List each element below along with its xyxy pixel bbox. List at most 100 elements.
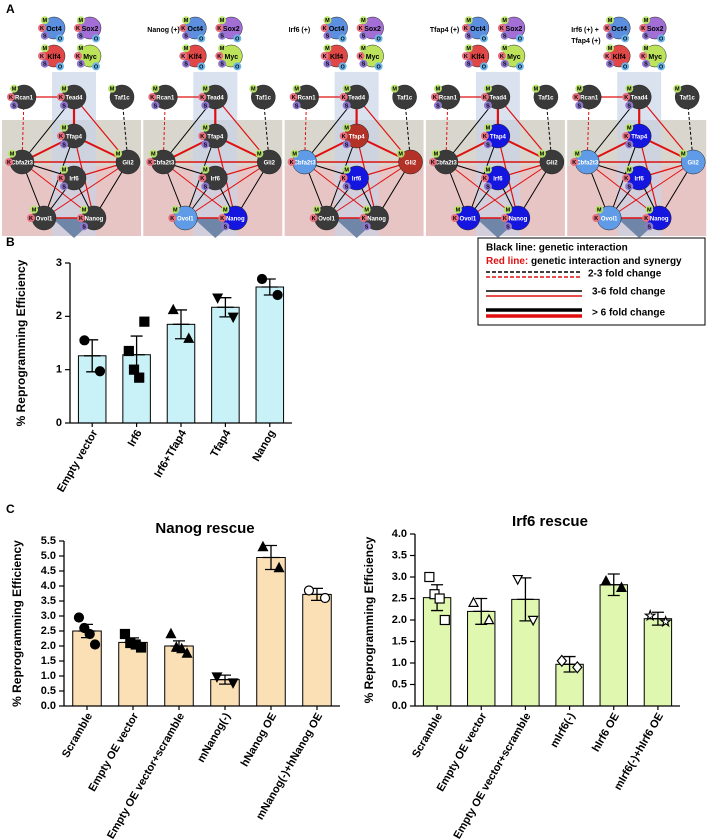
badge (625, 84, 634, 93)
badge-label: O (199, 36, 204, 42)
node-label: Nanog (367, 217, 386, 223)
badge (290, 149, 299, 158)
panel-label: C (6, 502, 15, 516)
badge-label: K (292, 95, 296, 101)
y-tick-label: 5.5 (41, 535, 56, 547)
node-label: Sox2 (647, 26, 664, 33)
x-tick-label: mIrf6(-) (548, 711, 578, 750)
y-tick-label: 4.0 (41, 580, 56, 592)
badge (500, 16, 509, 25)
panel-header: Nanog (+) (147, 27, 179, 34)
badge (461, 24, 470, 32)
badge (622, 93, 631, 101)
data-point (212, 293, 224, 304)
data-point (123, 345, 134, 357)
badge-label: S (503, 34, 507, 40)
y-tick-label: 3.0 (41, 610, 56, 622)
badge (461, 52, 470, 60)
legend-fold: > 6 fold change (592, 308, 666, 319)
badge-label: M (79, 46, 84, 52)
badge (431, 149, 440, 158)
node-label: Tead4 (66, 96, 84, 102)
y-tick-label: 1.0 (392, 657, 407, 669)
node-label: Cbfa2t3 (11, 161, 34, 167)
legend-fold: 3-6 fold change (592, 287, 666, 298)
node (398, 149, 423, 175)
badge-label: S (627, 103, 631, 109)
badge (149, 149, 158, 158)
edge (608, 161, 694, 219)
badge (92, 34, 100, 43)
badge (374, 34, 383, 43)
legend-fold: 2-3 fold change (588, 269, 662, 280)
badge-label: K (359, 26, 363, 32)
badge-label: M (292, 152, 297, 158)
y-tick-label: 1.5 (41, 655, 56, 667)
node-label: Tfap4 (207, 135, 224, 141)
badge-label: O (94, 36, 99, 42)
badge (359, 44, 368, 53)
badge-label: O (235, 64, 240, 70)
badge (215, 24, 224, 32)
node-label: Tfap4 (490, 135, 507, 141)
badge-label: K (200, 95, 204, 101)
badge (515, 62, 524, 71)
badge (342, 123, 351, 132)
badge (5, 158, 13, 166)
badge (56, 34, 64, 43)
edge (185, 161, 270, 219)
badge-label: S (577, 103, 581, 109)
badge (92, 62, 100, 71)
badge-label: O (199, 64, 204, 70)
badge (287, 158, 296, 166)
node-label: Myc (366, 54, 380, 61)
node-label: Taf1c (397, 96, 413, 102)
badge-label: M (223, 208, 228, 214)
badge-label: K (9, 95, 13, 101)
badge-label: O (659, 36, 664, 42)
badge-label: M (294, 87, 299, 93)
badge-label: O (518, 36, 523, 42)
badge (215, 52, 224, 60)
badge (570, 158, 579, 166)
badge (480, 93, 489, 101)
bar (256, 557, 286, 707)
legend-red-text: genetic interaction and synergy (531, 256, 682, 267)
badge-label: M (486, 126, 491, 132)
badge-label: M (153, 87, 158, 93)
badge-label: K (342, 134, 346, 140)
badge (480, 174, 489, 182)
badge (38, 24, 46, 32)
badge (323, 16, 332, 25)
badge-label: K (594, 216, 598, 222)
data-point (128, 364, 140, 375)
badge-label: M (466, 46, 471, 52)
y-tick-label: 2.5 (392, 592, 407, 604)
node (251, 84, 276, 110)
badge-label: K (181, 54, 185, 60)
node-label: Nanog (650, 217, 669, 223)
chart-title: Nanog rescue (155, 520, 254, 537)
badge (606, 16, 615, 25)
badge (390, 84, 399, 93)
error-bar (605, 573, 622, 597)
badge-label: M (203, 126, 208, 132)
badge (60, 182, 69, 191)
badge (342, 101, 351, 110)
badge (639, 52, 648, 60)
badge (151, 101, 160, 110)
node-label: Oct4 (611, 26, 627, 33)
y-tick-label: 3.0 (392, 571, 407, 583)
node-label: Myc (224, 54, 238, 61)
badge-label: M (220, 18, 225, 24)
badge (218, 44, 227, 53)
node-label: Taf1c (680, 96, 696, 102)
data-point (167, 303, 179, 315)
x-tick-label: Tfap4 (208, 427, 234, 459)
badge-label: K (59, 176, 63, 182)
badge (483, 165, 492, 174)
badge-label: K (40, 54, 44, 60)
badge-label: K (217, 54, 221, 60)
badge-label: S (79, 34, 83, 40)
badge (146, 158, 155, 166)
